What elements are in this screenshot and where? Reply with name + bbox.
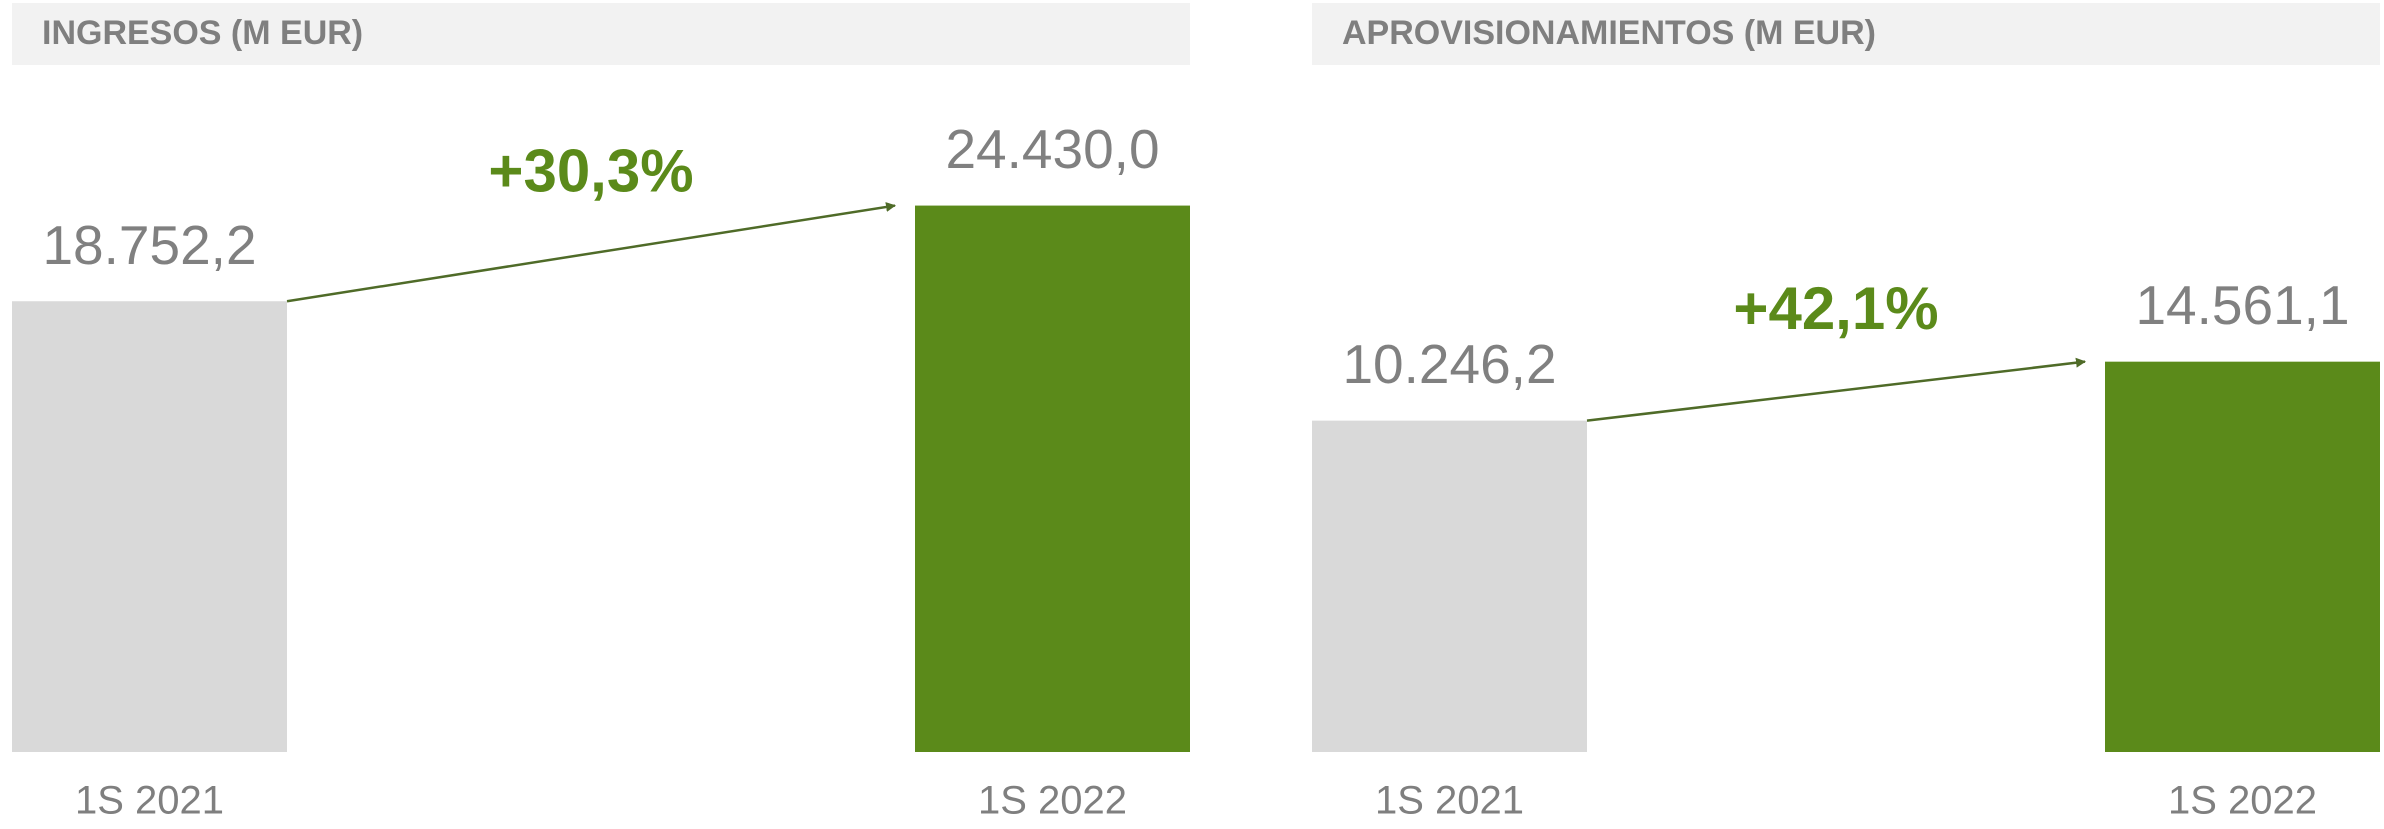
growth-arrow <box>286 202 896 303</box>
x-tick-label: 1S 2022 <box>2168 779 2317 823</box>
bar <box>1312 420 1587 752</box>
bar <box>915 205 1190 752</box>
bar <box>12 301 287 752</box>
value-label: 10.246,2 <box>1342 333 1556 395</box>
growth-annotation: +30,3% <box>488 137 693 204</box>
chart-title: INGRESOS (M EUR) <box>42 14 363 52</box>
value-label: 18.752,2 <box>42 214 256 276</box>
x-tick-label: 1S 2022 <box>978 779 1127 823</box>
bar <box>2105 361 2380 752</box>
x-tick-label: 1S 2021 <box>75 779 224 823</box>
value-label: 24.430,0 <box>945 118 1159 180</box>
value-label: 14.561,1 <box>2135 274 2349 336</box>
title-bar <box>1312 3 2380 65</box>
chart-title: APROVISIONAMIENTOS (M EUR) <box>1342 14 1876 52</box>
title-bar <box>12 3 1190 65</box>
growth-annotation: +42,1% <box>1733 275 1938 342</box>
x-tick-label: 1S 2021 <box>1375 779 1524 823</box>
growth-arrow <box>1586 357 2086 422</box>
